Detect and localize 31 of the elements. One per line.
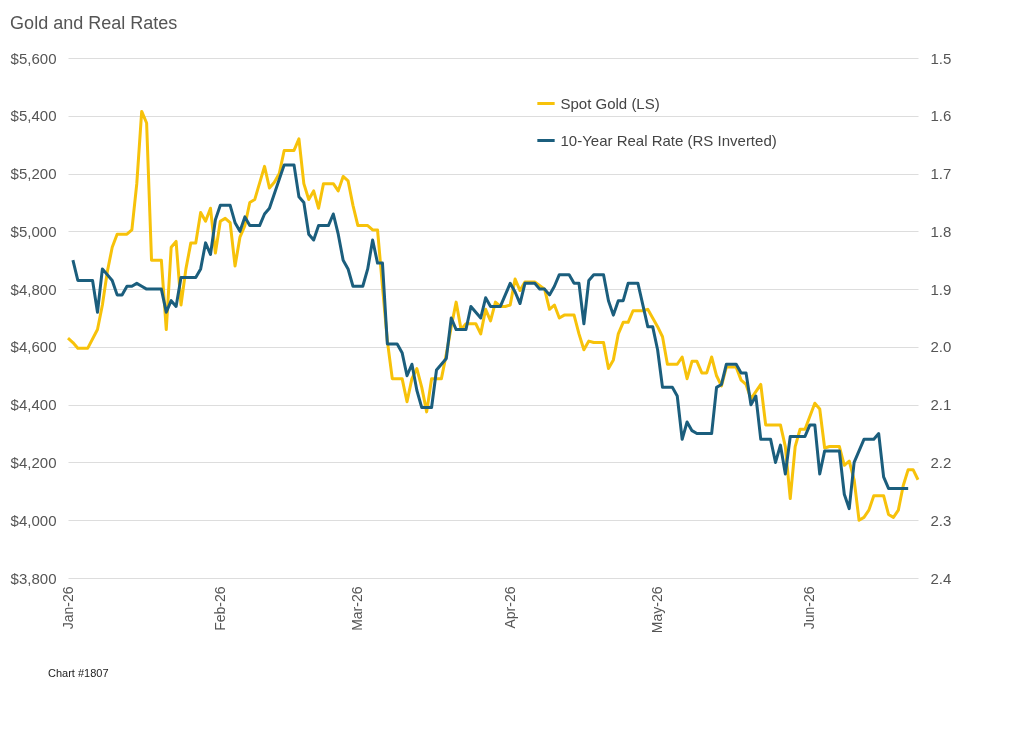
y2-tick-label: 2.4 — [930, 569, 952, 587]
x-tick-label: May-26 — [649, 586, 666, 634]
legend-label: 10-Year Real Rate (RS Inverted) — [560, 131, 777, 149]
y-tick-label: $4,800 — [10, 280, 57, 298]
y-tick-label: $3,800 — [10, 569, 57, 587]
y-tick-label: $4,400 — [10, 396, 57, 414]
x-tick-label: Jun-26 — [801, 586, 818, 630]
y2-tick-label: 2.2 — [930, 453, 952, 471]
y-tick-label: $4,200 — [10, 453, 57, 471]
y2-tick-label: 1.9 — [930, 280, 952, 298]
y-tick-label: $5,600 — [10, 49, 57, 67]
y-tick-label: $4,600 — [10, 338, 57, 356]
y-tick-label: $5,000 — [10, 222, 57, 240]
y2-tick-label: 1.6 — [930, 107, 952, 125]
text: Chart #1807 — [48, 667, 109, 679]
y2-tick-label: 1.5 — [930, 49, 952, 67]
line-series — [71, 163, 910, 511]
legend-label: Spot Gold (LS) — [560, 94, 660, 112]
x-tick-label: Mar-26 — [349, 586, 366, 631]
y2-tick-label: 2.3 — [930, 511, 952, 529]
y2-tick-label: 1.8 — [930, 222, 952, 240]
y2-tick-label: 1.7 — [930, 165, 952, 183]
chart-title: Gold and Real Rates — [10, 13, 178, 33]
y-tick-label: $5,200 — [10, 165, 57, 183]
y2-tick-label: 2.1 — [930, 396, 952, 414]
y-tick-label: $4,000 — [10, 511, 57, 529]
y-tick-label: $5,400 — [10, 107, 57, 125]
x-tick-label: Jan-26 — [59, 586, 76, 630]
y2-tick-label: 2.0 — [930, 338, 952, 356]
x-tick-label: Feb-26 — [211, 586, 228, 631]
x-tick-label: Apr-26 — [501, 586, 518, 629]
